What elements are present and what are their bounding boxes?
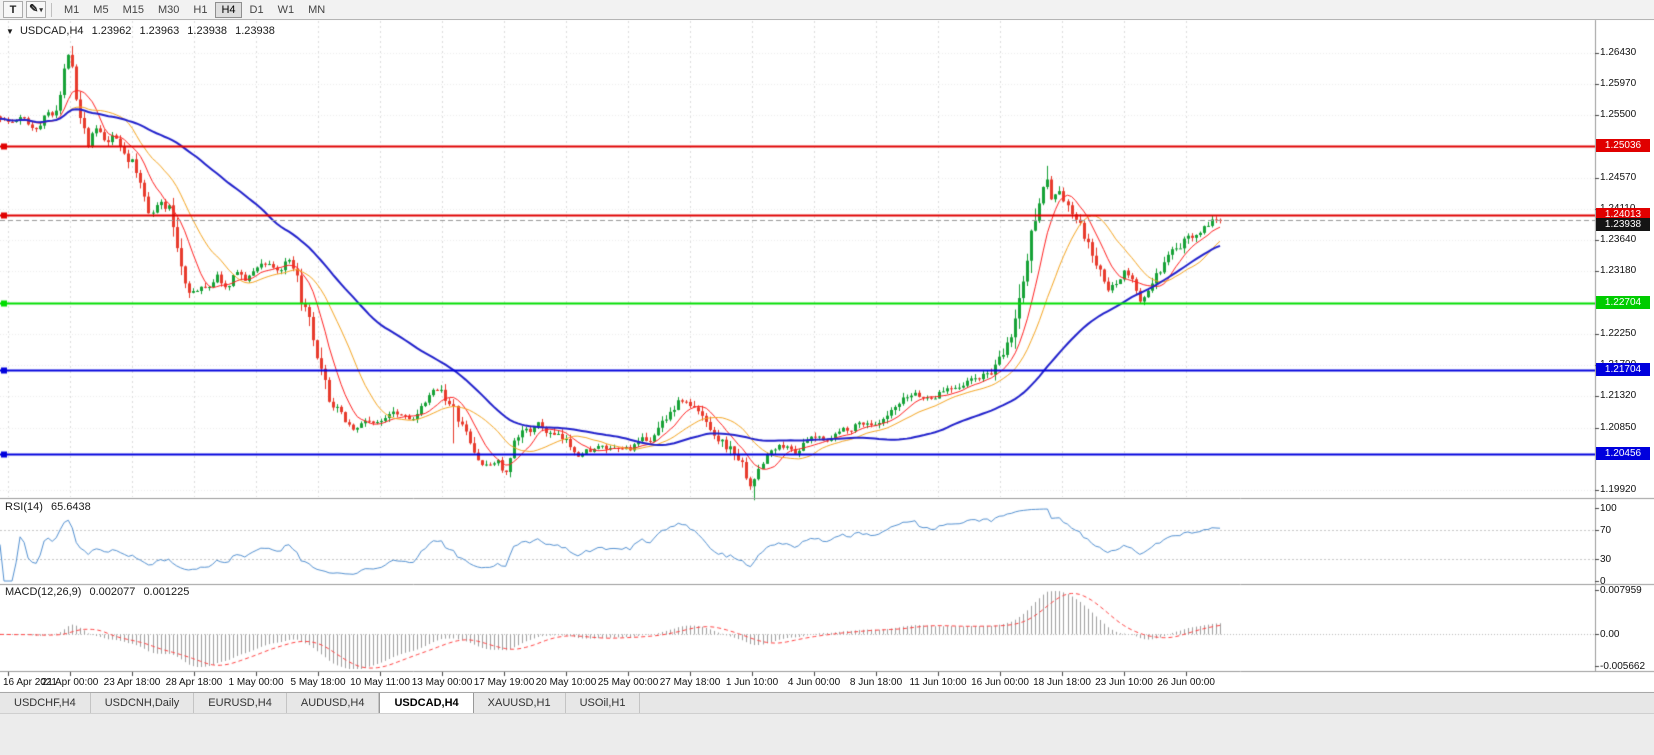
toolbar: T ✎ ▾ M1 M5 M15 M30 H1 H4 D1 W1 MN bbox=[0, 0, 1654, 20]
ohlc-close: 1.23938 bbox=[235, 25, 275, 37]
time-axis-label: 21 Apr 00:00 bbox=[41, 677, 99, 688]
tab-usdchf-h4[interactable]: USDCHF,H4 bbox=[0, 693, 91, 713]
price-line-badge: 1.22704 bbox=[1596, 296, 1650, 310]
time-axis-label: 27 May 18:00 bbox=[659, 677, 721, 688]
tab-xauusd-h1[interactable]: XAUUSD,H1 bbox=[473, 693, 566, 713]
chart-marker-icon: ▼ bbox=[6, 27, 14, 36]
tab-usdcad-h4[interactable]: USDCAD,H4 bbox=[379, 693, 474, 713]
tab-eurusd-h4[interactable]: EURUSD,H4 bbox=[194, 693, 287, 713]
ohlc-high: 1.23963 bbox=[139, 25, 180, 37]
time-axis-label: 8 Jun 18:00 bbox=[849, 677, 903, 688]
rsi-value: 65.6438 bbox=[50, 501, 91, 513]
timeframe-button-m30[interactable]: M30 bbox=[152, 2, 185, 18]
time-axis-label: 23 Jun 10:00 bbox=[1095, 677, 1153, 688]
ohlc-open: 1.23962 bbox=[91, 25, 132, 37]
rsi-axis-label: 30 bbox=[1600, 554, 1612, 566]
time-axis-label: 5 May 18:00 bbox=[290, 677, 346, 688]
macd-axis-label: -0.005662 bbox=[1600, 661, 1646, 672]
ohlc-low: 1.23938 bbox=[187, 25, 228, 37]
timeframe-button-m1[interactable]: M1 bbox=[58, 2, 85, 18]
price-axis-label: 1.22250 bbox=[1600, 327, 1637, 339]
toolbar-separator bbox=[51, 2, 52, 17]
price-line-badge: 1.25036 bbox=[1596, 139, 1650, 153]
timeframe-group: M1 M5 M15 M30 H1 H4 D1 W1 MN bbox=[57, 1, 332, 18]
macd-signal-value: 0.001225 bbox=[143, 586, 190, 598]
price-axis-label: 1.26430 bbox=[1600, 46, 1637, 58]
timeframe-button-h4[interactable]: H4 bbox=[215, 1, 242, 18]
timeframe-button-h1[interactable]: H1 bbox=[187, 2, 213, 18]
time-axis-label: 11 Jun 10:00 bbox=[909, 677, 967, 688]
caret-down-icon: ▾ bbox=[39, 6, 43, 14]
time-axis-label: 17 May 19:00 bbox=[473, 677, 535, 688]
chart-symbol: USDCAD,H4 bbox=[19, 25, 84, 37]
tab-usdcnh-daily[interactable]: USDCNH,Daily bbox=[90, 693, 195, 713]
timeframe-button-d1[interactable]: D1 bbox=[244, 2, 270, 18]
price-line-badge: 1.20456 bbox=[1596, 447, 1650, 461]
time-axis-label: 23 Apr 18:00 bbox=[103, 677, 161, 688]
price-axis-label: 1.24570 bbox=[1600, 171, 1637, 183]
macd-axis-label: 0.00 bbox=[1600, 629, 1620, 641]
timeframe-button-mn[interactable]: MN bbox=[302, 2, 331, 18]
price-axis-label: 1.24110 bbox=[1600, 203, 1635, 214]
price-axis-label: 1.25500 bbox=[1600, 109, 1637, 121]
time-axis-label: 4 Jun 00:00 bbox=[787, 677, 841, 688]
chart-type-button[interactable]: T bbox=[3, 1, 23, 18]
macd-axis-label: 0.007959 bbox=[1600, 585, 1642, 596]
price-line-badge: 1.21704 bbox=[1596, 363, 1650, 377]
tab-usoil-h1[interactable]: USOil,H1 bbox=[565, 693, 641, 713]
macd-name: MACD(12,26,9) bbox=[5, 586, 82, 598]
time-axis-label: 16 Jun 00:00 bbox=[971, 677, 1029, 688]
time-axis-label: 1 May 00:00 bbox=[228, 677, 284, 688]
pencil-icon: ✎ bbox=[29, 3, 39, 15]
price-axis-label: 1.21320 bbox=[1600, 390, 1637, 402]
macd-indicator-label: MACD(12,26,9) 0.002077 0.001225 bbox=[5, 586, 194, 598]
time-axis-label: 16 Apr 2021 bbox=[3, 677, 57, 688]
time-axis-label: 1 Jun 10:00 bbox=[725, 677, 779, 688]
rsi-axis-label: 70 bbox=[1600, 524, 1612, 536]
rsi-indicator-label: RSI(14) 65.6438 bbox=[5, 501, 96, 513]
current-price-badge: 1.23938 bbox=[1596, 218, 1650, 232]
time-axis-label: 10 May 11:00 bbox=[350, 677, 410, 688]
time-axis-label: 18 Jun 18:00 bbox=[1033, 677, 1091, 688]
timeframe-button-m5[interactable]: M5 bbox=[87, 2, 114, 18]
time-axis-label: 28 Apr 18:00 bbox=[165, 677, 223, 688]
rsi-axis-label: 100 bbox=[1600, 503, 1617, 514]
rsi-axis-label: 0 bbox=[1600, 576, 1606, 587]
price-line-badge: 1.24013 bbox=[1596, 208, 1650, 222]
macd-main-value: 0.002077 bbox=[89, 586, 136, 598]
drawing-tool-button[interactable]: ✎ ▾ bbox=[26, 1, 46, 18]
price-axis-label: 1.23640 bbox=[1600, 234, 1637, 246]
rsi-name: RSI(14) bbox=[5, 501, 43, 513]
tab-audusd-h4[interactable]: AUDUSD,H4 bbox=[286, 693, 380, 713]
price-axis-label: 1.20850 bbox=[1600, 421, 1637, 433]
price-axis-label: 1.25970 bbox=[1600, 77, 1637, 89]
price-axis-label: 1.23180 bbox=[1600, 265, 1637, 277]
timeframe-button-w1[interactable]: W1 bbox=[272, 2, 301, 18]
time-axis-label: 25 May 00:00 bbox=[597, 677, 659, 688]
time-axis-label: 20 May 10:00 bbox=[535, 677, 597, 688]
price-axis-label: 1.19920 bbox=[1600, 484, 1637, 496]
chart-tabs-bar: USDCHF,H4 USDCNH,Daily EURUSD,H4 AUDUSD,H4 U… bbox=[0, 692, 1654, 713]
bottom-filler bbox=[0, 713, 1654, 755]
chart-header: ▼ USDCAD,H4 1.23962 1.23963 1.23938 1.23… bbox=[6, 25, 280, 37]
timeframe-button-m15[interactable]: M15 bbox=[117, 2, 150, 18]
time-axis-label: 26 Jun 00:00 bbox=[1157, 677, 1215, 688]
time-axis-label: 13 May 00:00 bbox=[411, 677, 473, 688]
